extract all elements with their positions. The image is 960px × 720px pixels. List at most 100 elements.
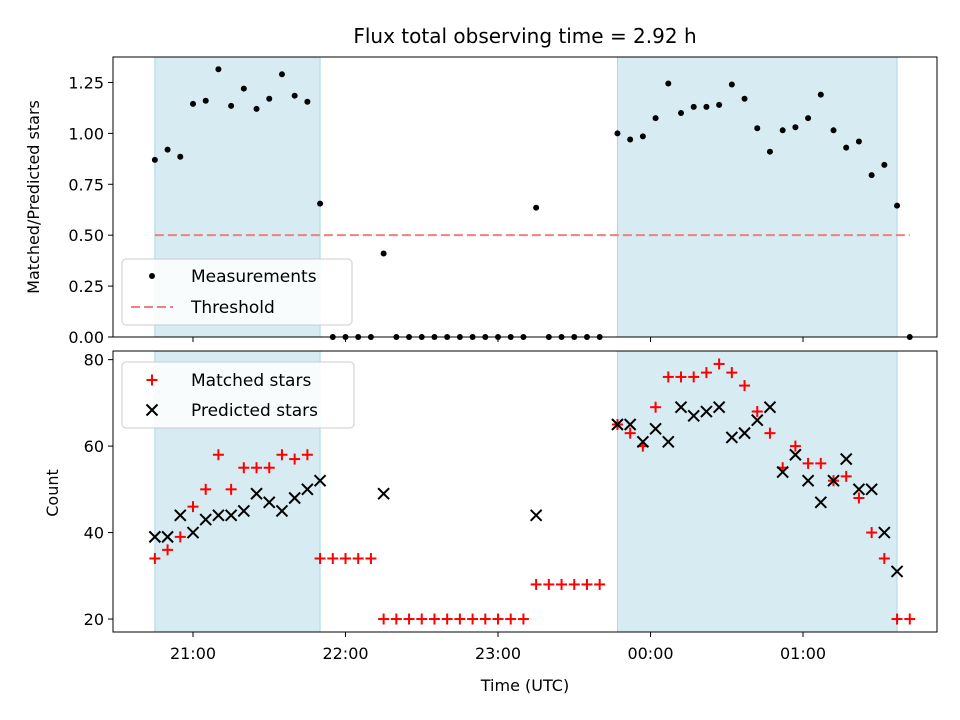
measurement-point-40: [665, 80, 672, 87]
matched-point-27: [492, 613, 504, 625]
measurement-point-42: [690, 103, 697, 110]
predicted-point-14: [377, 487, 390, 500]
plot-layer: 0.00 0.25 0.50 0.75 1.00 1.25 Measurements Thre…: [68, 56, 938, 663]
chart-title: Flux total observing time = 2.92 h: [353, 24, 696, 48]
predicted-point-b-8: [250, 487, 263, 500]
matched-point-13: [314, 553, 326, 565]
matched-point-34: [581, 578, 593, 590]
measurement-point-36: [614, 130, 621, 137]
matched-point-28: [505, 613, 517, 625]
predicted-point-0: [148, 530, 162, 544]
predicted-point-21: [674, 400, 688, 414]
predicted-point-9: [263, 496, 276, 509]
matched-point-4: [200, 483, 212, 495]
bottom-y-tick-label-0: 20: [84, 610, 104, 629]
top-axes-frame: [112, 56, 938, 338]
predicted-point-b-13: [313, 474, 327, 487]
measurement-point-44: [716, 101, 723, 108]
bottom-y-tick-label-2: 60: [84, 437, 104, 456]
predicted-point-30: [789, 448, 802, 461]
predicted-point-b-25: [725, 431, 739, 444]
matched-point-54: [840, 470, 852, 482]
predicted-point-b-10: [275, 504, 289, 518]
predicted-point-b-38: [890, 565, 904, 578]
matched-point-16: [352, 553, 364, 565]
predicted-point-b-17: [623, 418, 637, 431]
predicted-point-b-26: [738, 426, 751, 440]
predicted-point-b-29: [776, 465, 789, 479]
predicted-point-25: [725, 431, 739, 444]
predicted-point-28: [763, 400, 777, 414]
predicted-point-b-19: [649, 422, 662, 436]
measurement-point-11: [291, 92, 298, 99]
matched-point-3: [187, 501, 199, 513]
top-y-tick-label-5: 1.25: [68, 73, 104, 92]
predicted-point-20: [662, 435, 675, 448]
matched-point-25: [467, 613, 479, 625]
matched-point-41: [675, 371, 687, 383]
predicted-point-b-1: [161, 530, 174, 544]
predicted-point-b-3: [186, 526, 200, 539]
predicted-point-b-34: [840, 452, 853, 466]
matched-point-29: [517, 613, 529, 625]
matched-point-37: [624, 427, 636, 439]
measurement-point-13: [317, 200, 324, 207]
bottom-axes-frame: [112, 350, 938, 633]
matched-point-24: [454, 613, 466, 625]
predicted-point-23: [700, 405, 713, 418]
predicted-point-b-11: [288, 491, 301, 505]
measurement-point-50: [792, 124, 799, 131]
measurement-point-45: [728, 81, 735, 88]
predicted-point-24: [712, 400, 726, 414]
top-y-tick-label-3: 0.75: [68, 175, 104, 194]
predicted-point-b-18: [636, 435, 650, 448]
predicted-point-33: [827, 474, 840, 487]
matched-point-55: [853, 492, 865, 504]
top-y-axis-label: Matched/Predicted stars: [24, 100, 43, 294]
matched-point-0: [149, 553, 161, 565]
predicted-point-b-5: [212, 509, 225, 522]
matched-point-23: [441, 613, 453, 625]
predicted-point-b-21: [674, 400, 688, 414]
predicted-point-b-31: [801, 474, 815, 487]
matched-point-1: [162, 544, 174, 556]
top-y-tick-label-2: 0.50: [68, 226, 104, 245]
bottom-y-tick-label-1: 40: [84, 524, 104, 543]
matched-point-39: [650, 401, 662, 413]
predicted-point-b-2: [174, 509, 187, 522]
top-y-tick-label-1: 0.25: [68, 277, 104, 296]
bottom-shaded-region-1: [616, 350, 898, 633]
predicted-point-12: [301, 483, 314, 496]
predicted-point-b-15: [529, 509, 543, 522]
predicted-point-18: [636, 435, 650, 448]
predicted-point-1: [161, 530, 174, 544]
predicted-point-36: [865, 483, 878, 496]
predicted-point-b-22: [687, 409, 700, 423]
legend-label-measurements: Measurements: [191, 267, 317, 287]
measurement-point-46: [741, 95, 748, 102]
predicted-point-6: [224, 509, 238, 522]
matched-point-22: [428, 613, 440, 625]
matched-point-20: [403, 613, 415, 625]
predicted-point-2: [174, 509, 187, 522]
measurement-point-3: [190, 100, 196, 107]
matched-point-32: [556, 578, 568, 590]
matched-point-26: [479, 613, 491, 625]
measurement-point-7: [240, 85, 247, 92]
measurement-point-9: [266, 95, 273, 102]
measurement-point-53: [830, 127, 837, 134]
predicted-point-b-0: [148, 530, 162, 544]
matched-point-7: [238, 462, 250, 474]
measurement-point-56: [868, 172, 875, 179]
top-shaded-region-1: [616, 56, 898, 338]
matched-point-45: [726, 367, 738, 379]
matched-point-30: [530, 578, 542, 590]
matched-point-31: [543, 578, 555, 590]
measurement-point-5: [215, 66, 222, 73]
x-axis-label: Time (UTC): [480, 676, 569, 695]
predicted-point-b-12: [301, 483, 314, 496]
matched-point-43: [700, 367, 712, 379]
matched-point-5: [212, 449, 224, 461]
predicted-point-b-9: [263, 496, 276, 509]
legend-label-predicted: Predicted stars: [191, 401, 318, 421]
